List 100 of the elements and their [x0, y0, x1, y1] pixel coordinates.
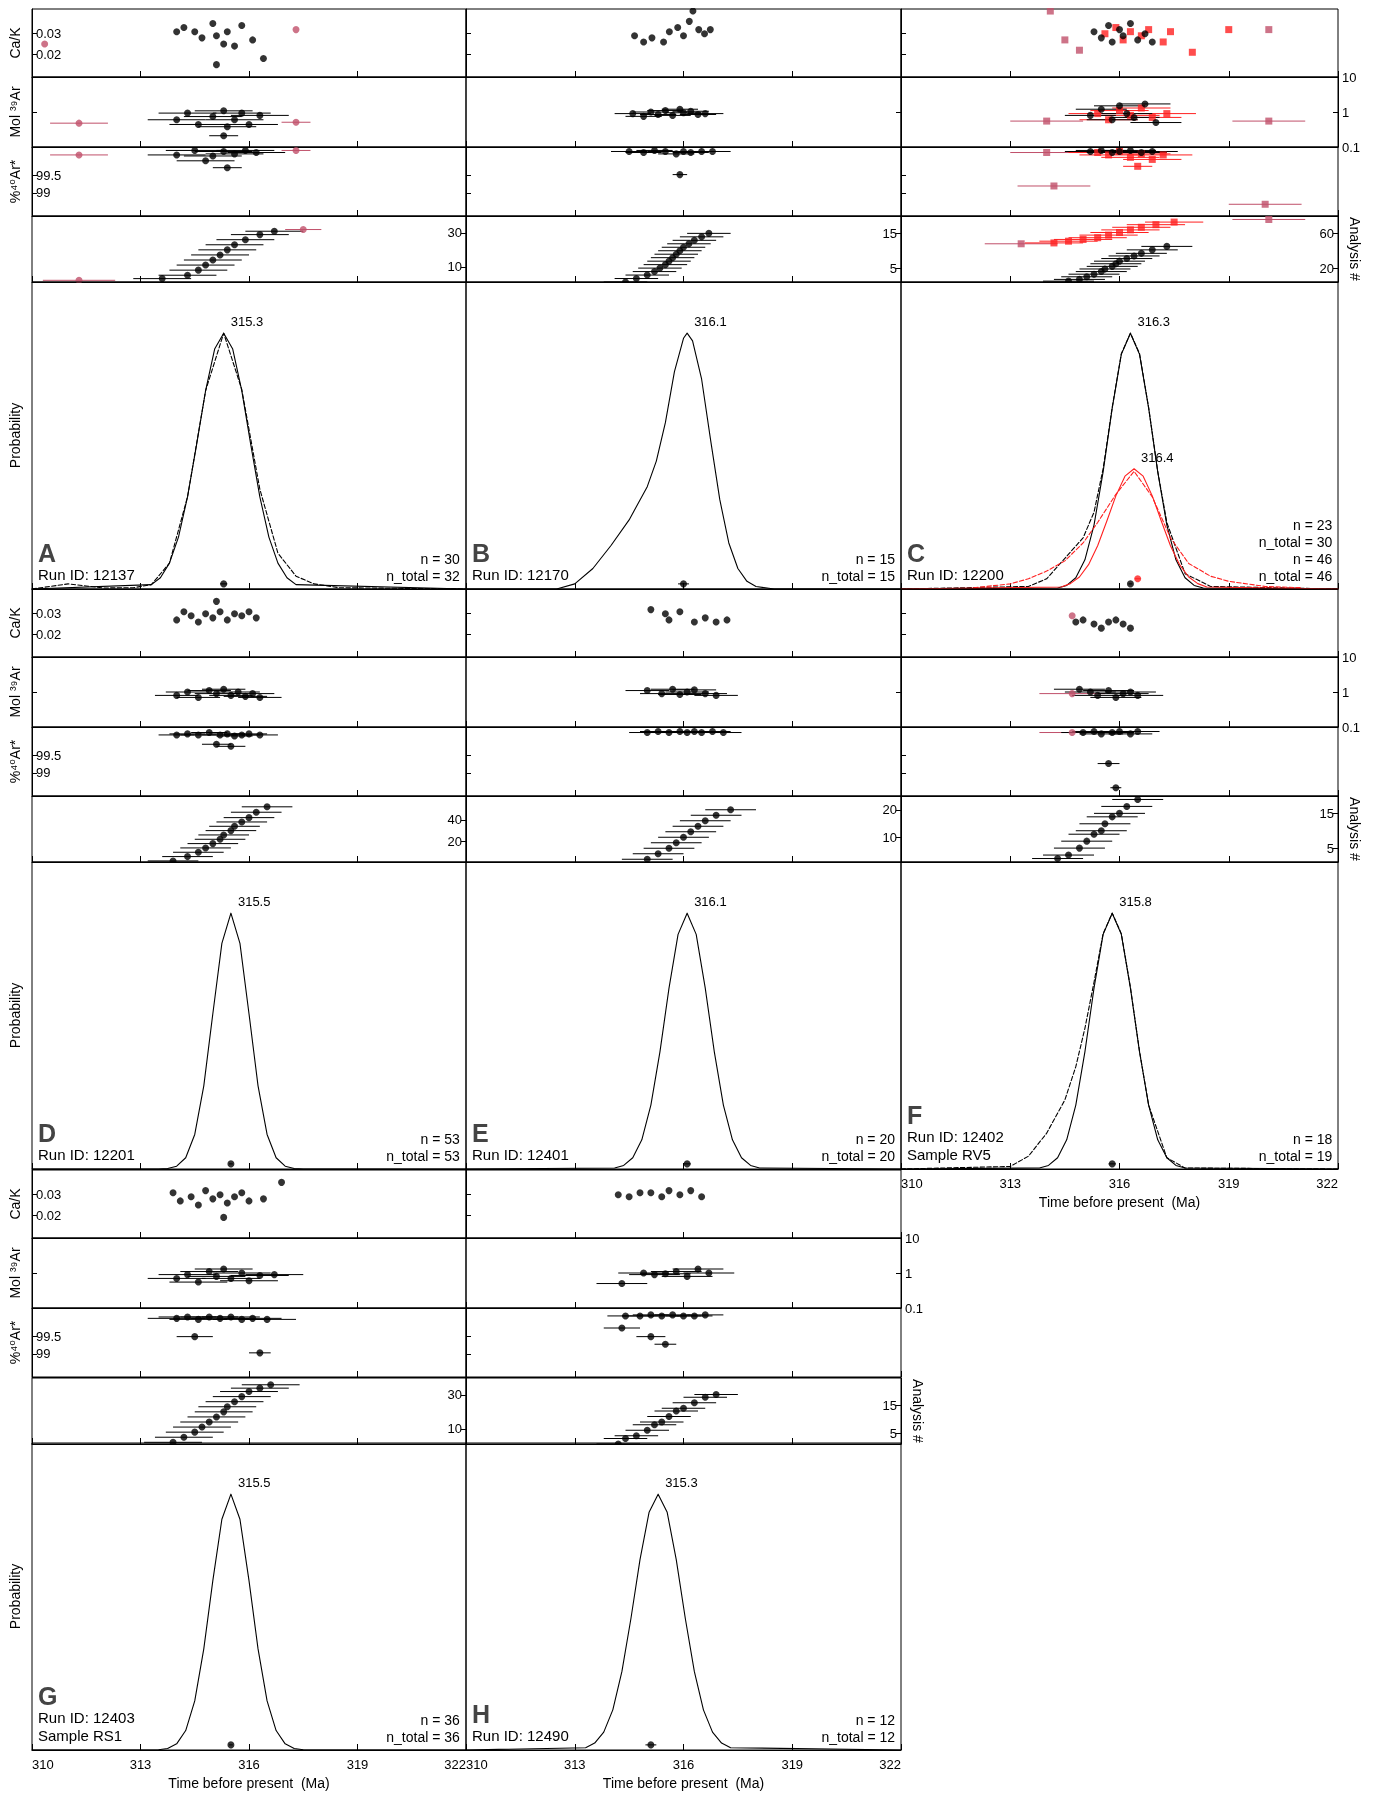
y-tick-label: 10	[447, 1420, 463, 1436]
y-tick-label: 15	[882, 226, 898, 242]
x-tick-label: 310	[901, 1175, 923, 1191]
x-tick-label: 322	[879, 1757, 902, 1773]
x-tick-label: 313	[999, 1175, 1022, 1191]
annotation: n = 30	[420, 551, 461, 568]
annotation: n_total = 46	[1258, 568, 1333, 585]
y-tick-label: 0.03	[36, 26, 62, 42]
y-axis-title: Ca/K	[7, 607, 24, 639]
y-tick-label: 20	[447, 834, 463, 850]
annotation: E	[472, 1118, 489, 1147]
y-tick-label: 30	[447, 225, 463, 241]
y-tick-label: 0.1	[905, 1300, 924, 1316]
annotation: n_total = 32	[386, 568, 461, 585]
y-axis-title: Mol ³⁹Ar	[7, 666, 24, 718]
annotation: n_total = 12	[821, 1729, 896, 1746]
y-axis-title: Analysis #	[1347, 797, 1364, 862]
annotation: n = 46	[1293, 551, 1333, 568]
annotation: F	[907, 1100, 923, 1129]
y-tick-label: 5	[889, 260, 898, 276]
annotation: 316.1	[694, 894, 727, 910]
y-tick-label: 1	[1342, 104, 1350, 120]
annotation: Run ID: 12137	[38, 565, 135, 583]
annotation: n_total = 20	[821, 1148, 896, 1165]
y-tick-label: 15	[1319, 806, 1335, 822]
y-axis-title: %⁴⁰Ar*	[7, 1320, 24, 1365]
y-tick-label: 20	[1319, 260, 1335, 276]
y-tick-label: 1	[1342, 684, 1350, 700]
x-tick-label: 316	[1108, 1175, 1131, 1191]
annotation: Run ID: 12170	[472, 565, 569, 583]
annotation: n_total = 15	[821, 568, 896, 585]
y-tick-label: 0.03	[36, 606, 62, 622]
y-tick-label: 99.5	[36, 1329, 62, 1345]
annotation: D	[38, 1118, 57, 1147]
y-tick-label: 30	[447, 1386, 463, 1402]
x-tick-label: 316	[672, 1757, 695, 1773]
annotation: Run ID: 12403 Sample RS1	[38, 1708, 135, 1744]
annotation: 315.3	[230, 314, 264, 330]
y-axis-title: Analysis #	[910, 1378, 927, 1443]
x-tick-label: 322	[1316, 1175, 1339, 1191]
y-tick-label: 1	[905, 1265, 913, 1281]
x-axis-title: Time before present (Ma)	[168, 1775, 330, 1792]
annotation: n = 36	[420, 1712, 461, 1729]
annotation: B	[472, 538, 491, 567]
annotation: 315.3	[665, 1475, 698, 1491]
x-tick-label: 316	[238, 1757, 261, 1773]
y-tick-label: 40	[447, 812, 463, 828]
annotation: n = 20	[855, 1131, 896, 1148]
y-axis-title: Analysis #	[1347, 217, 1364, 282]
y-tick-label: 0.1	[1342, 719, 1361, 735]
y-tick-label: 99.5	[36, 168, 62, 184]
annotation: 315.8	[1119, 894, 1152, 910]
y-tick-label: 15	[882, 1397, 898, 1413]
y-tick-label: 20	[882, 802, 898, 818]
annotation: n = 18	[1293, 1131, 1333, 1148]
y-axis-title: Probability	[7, 982, 24, 1049]
annotation: n = 23	[1293, 517, 1333, 534]
y-tick-label: 99.5	[36, 748, 62, 764]
x-tick-label: 310	[32, 1757, 54, 1773]
annotation: n = 53	[420, 1131, 461, 1148]
x-axis-title: Time before present (Ma)	[1038, 1193, 1201, 1210]
y-tick-label: 5	[1326, 840, 1335, 856]
x-tick-label: 319	[346, 1757, 369, 1773]
annotation: n_total = 19	[1258, 1148, 1333, 1165]
y-axis-title: Mol ³⁹Ar	[7, 86, 24, 138]
y-tick-label: 99	[36, 1346, 51, 1362]
y-tick-label: 10	[905, 1230, 920, 1246]
annotation: n = 12	[855, 1712, 896, 1729]
annotation: Run ID: 12490	[472, 1726, 569, 1744]
annotation: Run ID: 12402 Sample RV5	[907, 1127, 1004, 1163]
annotation: 316.3	[1137, 314, 1171, 330]
x-tick-label: 319	[781, 1757, 804, 1773]
y-tick-label: 99	[36, 765, 51, 781]
y-tick-label: 0.02	[36, 47, 62, 63]
y-tick-label: 10	[882, 830, 898, 846]
annotation: n_total = 53	[386, 1148, 461, 1165]
x-tick-label: 313	[563, 1757, 586, 1773]
y-tick-label: 0.02	[36, 627, 62, 643]
annotation: C	[907, 538, 926, 567]
annotation: 315.5	[238, 894, 271, 910]
y-tick-label: 10	[447, 259, 463, 275]
annotation: Run ID: 12200	[907, 565, 1004, 583]
y-tick-label: 5	[889, 1425, 898, 1441]
y-axis-title: %⁴⁰Ar*	[7, 159, 24, 204]
y-axis-title: Ca/K	[7, 26, 24, 59]
annotation: Run ID: 12201	[38, 1145, 135, 1163]
annotation: H	[472, 1699, 491, 1728]
annotation: 315.5	[238, 1475, 271, 1491]
y-axis-title: %⁴⁰Ar*	[7, 739, 24, 784]
annotation: A	[38, 538, 57, 567]
annotation: n = 15	[855, 551, 896, 568]
x-tick-label: 322	[444, 1757, 467, 1773]
y-tick-label: 60	[1319, 226, 1335, 242]
x-axis-title: Time before present (Ma)	[602, 1775, 765, 1792]
annotation: Run ID: 12401	[472, 1145, 569, 1163]
x-tick-label: 319	[1217, 1175, 1240, 1191]
y-tick-label: 0.1	[1342, 139, 1361, 155]
y-tick-label: 0.02	[36, 1208, 62, 1224]
y-axis-title: Probability	[7, 1563, 24, 1630]
annotation: n_total = 30	[1258, 534, 1333, 551]
